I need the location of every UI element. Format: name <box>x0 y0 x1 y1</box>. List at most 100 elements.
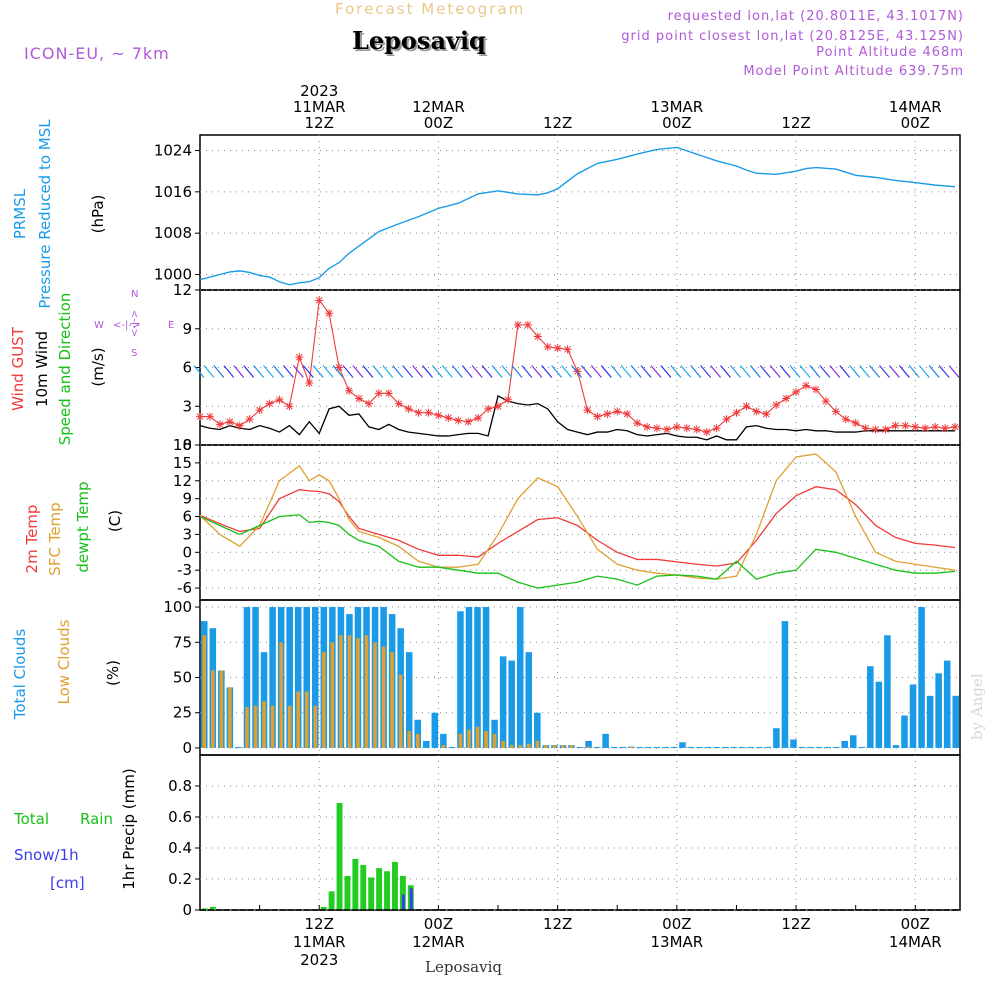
wind-direction-arrow <box>759 365 771 378</box>
low-cloud-bar <box>202 635 207 748</box>
rain-label: Rain <box>80 810 113 828</box>
wind-direction-arrow <box>372 365 384 378</box>
y-tick-label-0: 1008 <box>154 224 192 242</box>
low-cloud-bar <box>347 635 352 748</box>
wind-direction-arrow <box>541 365 553 378</box>
y-tick-label-1: 3 <box>182 397 192 415</box>
wind-direction-arrow <box>749 365 761 378</box>
wind-direction-arrow <box>392 365 404 378</box>
total-cloud-bar <box>312 607 319 748</box>
total-cloud-bar <box>286 607 293 748</box>
wind-direction-arrow <box>461 365 473 378</box>
wind-direction-arrow <box>590 365 602 378</box>
low-cloud-bar <box>304 691 309 748</box>
y-tick-label-4: 0.2 <box>168 870 192 888</box>
total-cloud-bar <box>465 607 473 748</box>
total-cloud-bar <box>909 684 917 748</box>
total-cloud-bar <box>516 607 524 748</box>
total-label: Total <box>14 810 50 828</box>
y-tick-label-3: 75 <box>173 633 192 651</box>
gust-marker <box>305 379 314 387</box>
total-cloud-bar <box>756 746 763 748</box>
total-cloud-bar <box>738 746 746 748</box>
total-cloud-bar <box>243 607 251 748</box>
y-tick-label-2: 18 <box>173 436 192 454</box>
gust-marker <box>215 420 224 429</box>
wind-direction-arrow <box>491 365 503 378</box>
low-cloud-bar <box>373 642 377 748</box>
panel-frame-4 <box>199 754 961 911</box>
total-cloud-bar <box>773 728 780 748</box>
total-cloud-bar <box>875 681 883 748</box>
y-tick-label-3: 50 <box>173 669 192 687</box>
low-cloud-bar <box>270 705 275 748</box>
total-cloud-bar <box>602 733 609 748</box>
compass-e: E <box>168 320 175 331</box>
bottom-time-label: 12Z <box>543 915 572 933</box>
y-tick-label-0: 1000 <box>154 266 192 284</box>
gust-marker <box>503 395 512 404</box>
total-cloud-bar <box>884 635 891 748</box>
gust-marker <box>533 332 542 341</box>
rain-bar <box>352 858 359 910</box>
gust-marker <box>911 422 920 431</box>
total-cloud-bar <box>269 607 276 748</box>
bottom-time-label: 12Z <box>781 915 810 933</box>
wind-direction-arrow <box>700 365 712 378</box>
wind-direction-arrow <box>382 365 394 378</box>
total-cloud-bar <box>721 746 729 748</box>
gust-marker <box>553 344 562 353</box>
gust-marker <box>782 394 791 403</box>
wind-direction-arrow <box>730 365 741 378</box>
top-time-label: 12Z <box>781 114 810 132</box>
bottom-time-label: 00Z <box>424 915 453 933</box>
y-tick-label-2: 6 <box>182 508 192 526</box>
rain-bar <box>384 871 390 910</box>
top-time-label: 12MAR <box>412 98 465 116</box>
low-cloud-bar <box>339 635 343 748</box>
low-cloud-bar <box>390 652 394 748</box>
wind-direction-arrow <box>203 365 215 378</box>
top-time-label: 12Z <box>305 114 334 132</box>
total-cloud-bar <box>849 735 857 748</box>
total-cloud-bar <box>593 746 601 748</box>
y-tick-label-2: -3 <box>177 561 192 579</box>
total-cloud-bar <box>935 673 942 748</box>
snow-bar <box>401 894 405 910</box>
low-cloud-bar <box>279 642 283 748</box>
wind-direction-arrow <box>869 365 881 378</box>
y-tick-label-0: 1024 <box>154 142 192 160</box>
wind-direction-arrow <box>610 365 622 378</box>
total-cloud-bar <box>704 746 712 748</box>
y-tick-label-3: 0 <box>182 739 192 757</box>
sfc-temp-line <box>199 453 956 580</box>
gust-marker <box>225 417 234 426</box>
wind-direction-arrow <box>312 365 324 378</box>
wind-direction-arrow <box>441 365 453 378</box>
low-cloud-bar <box>253 705 258 748</box>
wind-direction-arrow <box>829 365 841 378</box>
gust-marker <box>951 422 960 431</box>
wind-direction-arrow <box>412 365 424 378</box>
wind-direction-arrow <box>302 365 314 378</box>
point-altitude: Point Altitude 468m <box>816 45 964 60</box>
gust-marker <box>583 406 592 415</box>
wind-direction-arrow <box>322 365 334 378</box>
wind-direction-arrow <box>531 365 543 378</box>
gust-marker <box>414 408 423 417</box>
wind-direction-arrow <box>233 365 245 378</box>
total-cloud-bar <box>662 746 669 748</box>
gust-marker <box>255 406 264 415</box>
gust-marker <box>394 399 403 408</box>
total-cloud-bar <box>670 746 678 748</box>
y-tick-label-2: 3 <box>182 525 192 543</box>
low-cloud-bar <box>296 691 300 748</box>
snow-bar <box>409 888 413 910</box>
low-cloud-bar <box>458 733 463 748</box>
gust-marker <box>752 407 761 416</box>
gust-marker <box>593 412 602 421</box>
wind-direction-arrow <box>213 365 225 378</box>
gust-marker <box>325 309 334 318</box>
wind-direction-arrow <box>561 365 573 378</box>
